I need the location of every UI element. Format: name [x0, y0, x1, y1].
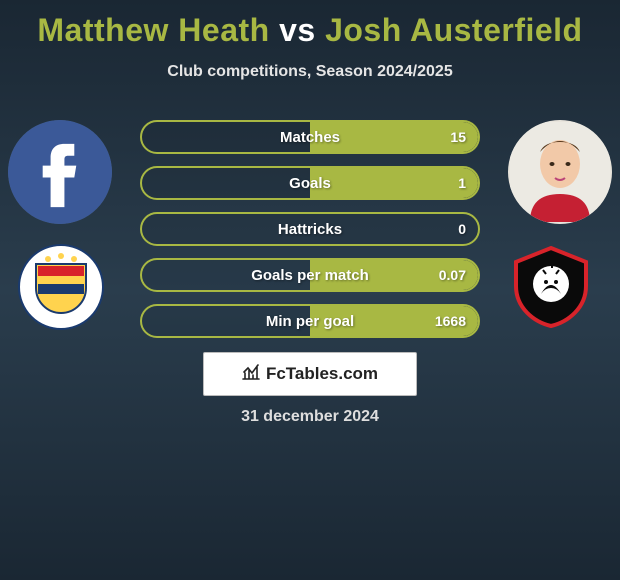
stat-row: 0 Hattricks [140, 212, 480, 246]
stat-fill-right [310, 168, 478, 198]
stat-value-right: 15 [450, 129, 466, 145]
subtitle: Club competitions, Season 2024/2025 [0, 63, 620, 81]
stat-value-right: 1668 [435, 313, 466, 329]
stat-label: Min per goal [266, 313, 354, 330]
stat-row: 1668 Min per goal [140, 304, 480, 338]
stat-value-right: 1 [458, 175, 466, 191]
player-portrait-icon [510, 122, 610, 222]
player1-name: Matthew Heath [37, 12, 269, 48]
stat-value-right: 0 [458, 221, 466, 237]
stat-label: Matches [280, 129, 340, 146]
comparison-title: Matthew Heath vs Josh Austerfield [0, 0, 620, 49]
stat-row: 15 Matches [140, 120, 480, 154]
player2-avatar [508, 120, 612, 224]
left-col [8, 120, 112, 330]
player1-avatar [8, 120, 112, 224]
stat-label: Hattricks [278, 221, 342, 238]
vs-text: vs [279, 12, 316, 48]
stat-label: Goals per match [251, 267, 369, 284]
chart-icon [242, 364, 260, 385]
player1-club-crest [18, 244, 104, 330]
stat-label: Goals [289, 175, 331, 192]
brand-name: FcTables.com [266, 364, 378, 384]
club-crest-left-icon [18, 244, 104, 330]
stats-list: 15 Matches 1 Goals 0 Hattricks 0.07 Goals per m… [140, 120, 480, 350]
stat-row: 0.07 Goals per match [140, 258, 480, 292]
player2-name: Josh Austerfield [325, 12, 583, 48]
club-crest-right-icon [508, 244, 594, 330]
stat-value-right: 0.07 [439, 267, 466, 283]
stat-row: 1 Goals [140, 166, 480, 200]
date-text: 31 december 2024 [0, 408, 620, 426]
brand-badge[interactable]: FcTables.com [203, 352, 417, 396]
facebook-icon [8, 120, 112, 224]
right-col [508, 120, 612, 330]
player2-club-crest [508, 244, 594, 330]
